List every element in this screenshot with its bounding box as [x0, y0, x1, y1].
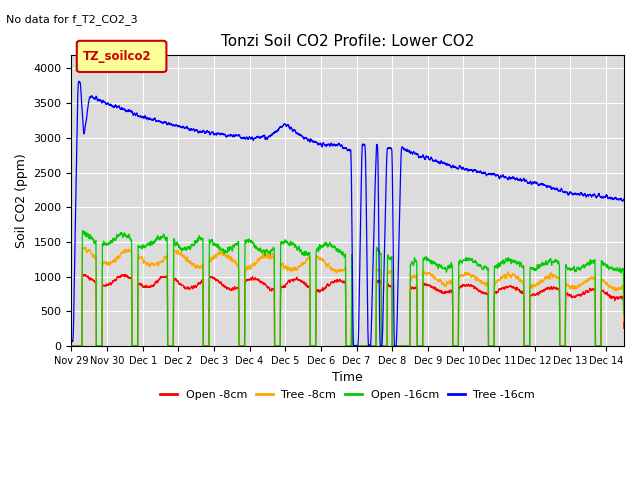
Line: Tree -16cm: Tree -16cm — [72, 81, 624, 346]
Open -8cm — [68, 343, 76, 349]
Tree -8cm — [334, 268, 342, 274]
Open -16cm — [319, 244, 326, 250]
Tree -16cm — [380, 260, 388, 266]
Tree -8cm — [81, 244, 88, 250]
Y-axis label: Soil CO2 (ppm): Soil CO2 (ppm) — [15, 153, 28, 248]
Tree -8cm — [620, 318, 628, 324]
Tree -8cm — [380, 343, 388, 349]
Tree -16cm — [616, 196, 623, 202]
Open -16cm — [616, 267, 623, 273]
Tree -8cm — [68, 343, 76, 349]
Open -16cm — [620, 311, 628, 317]
Open -16cm — [380, 343, 388, 349]
Line: Open -8cm: Open -8cm — [72, 275, 624, 346]
Open -16cm — [79, 228, 86, 233]
Line: Open -16cm: Open -16cm — [72, 230, 624, 346]
Open -16cm — [504, 258, 511, 264]
Tree -16cm — [68, 340, 76, 346]
Legend: Open -8cm, Tree -8cm, Open -16cm, Tree -16cm: Open -8cm, Tree -8cm, Open -16cm, Tree -… — [156, 386, 540, 405]
Open -8cm — [616, 294, 623, 300]
Open -8cm — [307, 343, 314, 349]
X-axis label: Time: Time — [332, 372, 363, 384]
Open -8cm — [319, 285, 326, 290]
Tree -8cm — [307, 343, 314, 349]
Open -8cm — [334, 278, 342, 284]
Tree -16cm — [319, 142, 326, 148]
Open -8cm — [620, 325, 628, 331]
Tree -16cm — [504, 176, 511, 182]
Open -8cm — [380, 343, 388, 349]
Text: No data for f_T2_CO2_3: No data for f_T2_CO2_3 — [6, 14, 138, 25]
Open -16cm — [334, 246, 342, 252]
Line: Tree -8cm: Tree -8cm — [72, 247, 624, 346]
Open -16cm — [68, 343, 76, 349]
Tree -16cm — [334, 142, 342, 148]
Tree -8cm — [616, 285, 623, 291]
Open -16cm — [307, 343, 314, 349]
Title: Tonzi Soil CO2 Profile: Lower CO2: Tonzi Soil CO2 Profile: Lower CO2 — [221, 34, 474, 49]
Tree -8cm — [504, 271, 511, 276]
Text: TZ_soilco2: TZ_soilco2 — [83, 50, 152, 63]
Tree -16cm — [351, 343, 358, 349]
Open -8cm — [504, 284, 511, 290]
Open -8cm — [122, 272, 129, 277]
Tree -16cm — [620, 196, 628, 202]
Tree -16cm — [307, 137, 314, 143]
Tree -16cm — [75, 78, 83, 84]
Tree -8cm — [319, 257, 326, 263]
